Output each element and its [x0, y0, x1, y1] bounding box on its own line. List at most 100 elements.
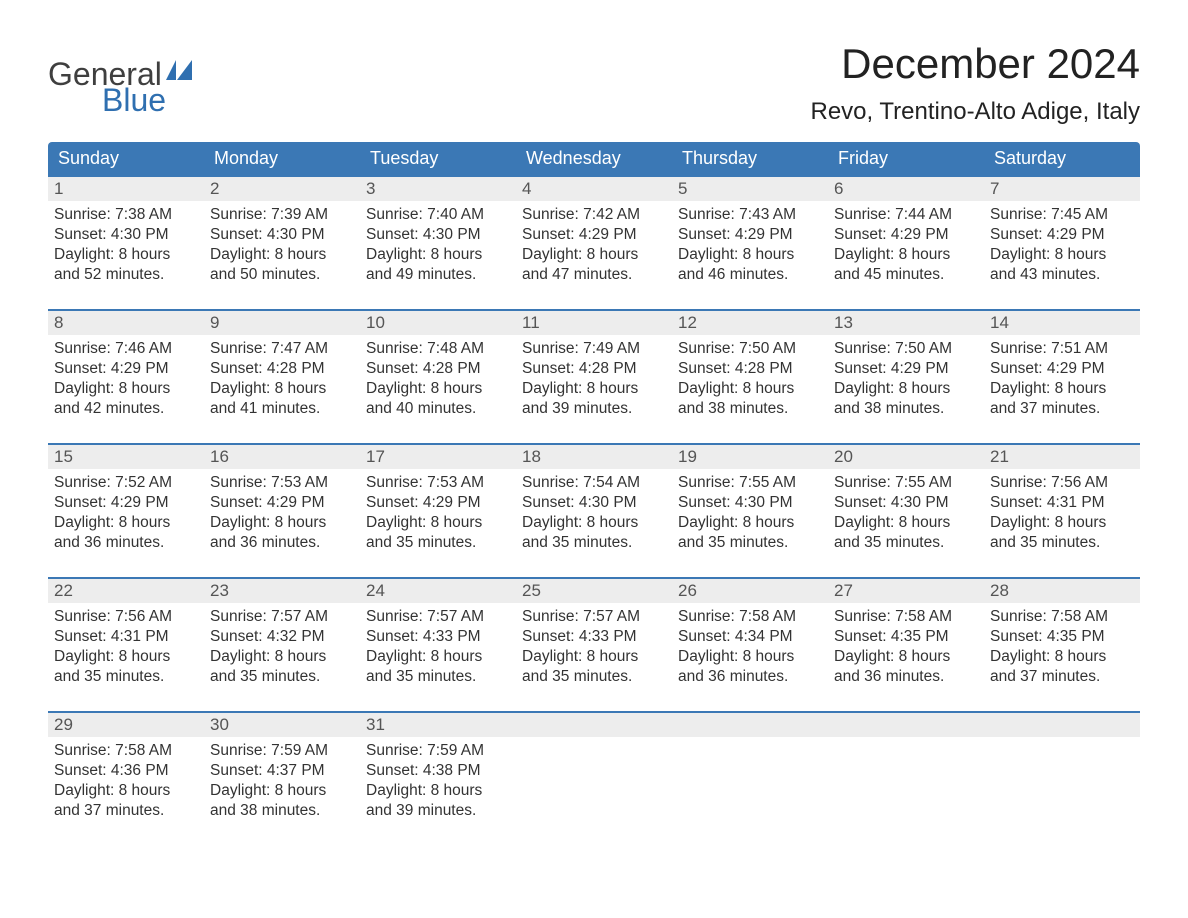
day-number	[672, 713, 828, 737]
sunrise-text: Sunrise: 7:42 AM	[522, 205, 666, 225]
day-number: 15	[48, 445, 204, 469]
day-header: Thursday	[672, 142, 828, 175]
day-cell: 8Sunrise: 7:46 AMSunset: 4:29 PMDaylight…	[48, 311, 204, 431]
day-number: 2	[204, 177, 360, 201]
dl1-text: Daylight: 8 hours	[366, 781, 510, 801]
day-cell: 15Sunrise: 7:52 AMSunset: 4:29 PMDayligh…	[48, 445, 204, 565]
sunset-text: Sunset: 4:34 PM	[678, 627, 822, 647]
dl2-text: and 46 minutes.	[678, 265, 822, 285]
sunset-text: Sunset: 4:30 PM	[522, 493, 666, 513]
dl1-text: Daylight: 8 hours	[834, 245, 978, 265]
location-subtitle: Revo, Trentino-Alto Adige, Italy	[810, 98, 1140, 126]
sunrise-text: Sunrise: 7:53 AM	[366, 473, 510, 493]
dl1-text: Daylight: 8 hours	[54, 245, 198, 265]
day-number: 19	[672, 445, 828, 469]
day-content: Sunrise: 7:48 AMSunset: 4:28 PMDaylight:…	[360, 335, 516, 420]
dl2-text: and 38 minutes.	[834, 399, 978, 419]
day-content: Sunrise: 7:50 AMSunset: 4:29 PMDaylight:…	[828, 335, 984, 420]
day-header: Friday	[828, 142, 984, 175]
day-number: 12	[672, 311, 828, 335]
day-number	[516, 713, 672, 737]
dl1-text: Daylight: 8 hours	[678, 245, 822, 265]
day-number: 29	[48, 713, 204, 737]
dl1-text: Daylight: 8 hours	[834, 513, 978, 533]
day-content: Sunrise: 7:47 AMSunset: 4:28 PMDaylight:…	[204, 335, 360, 420]
day-content: Sunrise: 7:39 AMSunset: 4:30 PMDaylight:…	[204, 201, 360, 286]
day-content: Sunrise: 7:53 AMSunset: 4:29 PMDaylight:…	[360, 469, 516, 554]
dl1-text: Daylight: 8 hours	[990, 379, 1134, 399]
sunrise-text: Sunrise: 7:43 AM	[678, 205, 822, 225]
dl1-text: Daylight: 8 hours	[366, 379, 510, 399]
sunrise-text: Sunrise: 7:56 AM	[54, 607, 198, 627]
sunrise-text: Sunrise: 7:44 AM	[834, 205, 978, 225]
day-number: 30	[204, 713, 360, 737]
day-cell	[516, 713, 672, 833]
calendar-grid: SundayMondayTuesdayWednesdayThursdayFrid…	[48, 142, 1140, 833]
dl2-text: and 35 minutes.	[54, 667, 198, 687]
sunrise-text: Sunrise: 7:57 AM	[210, 607, 354, 627]
day-content: Sunrise: 7:55 AMSunset: 4:30 PMDaylight:…	[828, 469, 984, 554]
day-number: 3	[360, 177, 516, 201]
day-cell: 10Sunrise: 7:48 AMSunset: 4:28 PMDayligh…	[360, 311, 516, 431]
day-cell: 22Sunrise: 7:56 AMSunset: 4:31 PMDayligh…	[48, 579, 204, 699]
day-number: 28	[984, 579, 1140, 603]
day-number: 27	[828, 579, 984, 603]
sunset-text: Sunset: 4:29 PM	[210, 493, 354, 513]
day-cell: 28Sunrise: 7:58 AMSunset: 4:35 PMDayligh…	[984, 579, 1140, 699]
sunrise-text: Sunrise: 7:47 AM	[210, 339, 354, 359]
sunset-text: Sunset: 4:29 PM	[366, 493, 510, 513]
day-content: Sunrise: 7:40 AMSunset: 4:30 PMDaylight:…	[360, 201, 516, 286]
sunset-text: Sunset: 4:28 PM	[678, 359, 822, 379]
sunrise-text: Sunrise: 7:54 AM	[522, 473, 666, 493]
day-cell: 23Sunrise: 7:57 AMSunset: 4:32 PMDayligh…	[204, 579, 360, 699]
day-content: Sunrise: 7:58 AMSunset: 4:35 PMDaylight:…	[828, 603, 984, 688]
brand-logo: General Blue	[48, 58, 196, 116]
day-number: 23	[204, 579, 360, 603]
day-number: 18	[516, 445, 672, 469]
day-header-row: SundayMondayTuesdayWednesdayThursdayFrid…	[48, 142, 1140, 175]
day-number: 21	[984, 445, 1140, 469]
day-cell: 6Sunrise: 7:44 AMSunset: 4:29 PMDaylight…	[828, 177, 984, 297]
dl1-text: Daylight: 8 hours	[834, 647, 978, 667]
day-header: Monday	[204, 142, 360, 175]
day-cell: 3Sunrise: 7:40 AMSunset: 4:30 PMDaylight…	[360, 177, 516, 297]
day-cell: 25Sunrise: 7:57 AMSunset: 4:33 PMDayligh…	[516, 579, 672, 699]
sunrise-text: Sunrise: 7:52 AM	[54, 473, 198, 493]
dl2-text: and 36 minutes.	[834, 667, 978, 687]
week-row: 29Sunrise: 7:58 AMSunset: 4:36 PMDayligh…	[48, 711, 1140, 833]
day-content: Sunrise: 7:42 AMSunset: 4:29 PMDaylight:…	[516, 201, 672, 286]
sunset-text: Sunset: 4:29 PM	[54, 493, 198, 513]
dl2-text: and 45 minutes.	[834, 265, 978, 285]
sunset-text: Sunset: 4:33 PM	[522, 627, 666, 647]
day-header: Saturday	[984, 142, 1140, 175]
sunset-text: Sunset: 4:28 PM	[522, 359, 666, 379]
day-number: 22	[48, 579, 204, 603]
dl1-text: Daylight: 8 hours	[366, 245, 510, 265]
day-number: 1	[48, 177, 204, 201]
day-content: Sunrise: 7:51 AMSunset: 4:29 PMDaylight:…	[984, 335, 1140, 420]
day-number: 13	[828, 311, 984, 335]
dl1-text: Daylight: 8 hours	[522, 647, 666, 667]
day-number: 16	[204, 445, 360, 469]
sunset-text: Sunset: 4:36 PM	[54, 761, 198, 781]
day-number: 31	[360, 713, 516, 737]
day-content: Sunrise: 7:57 AMSunset: 4:33 PMDaylight:…	[516, 603, 672, 688]
day-header: Tuesday	[360, 142, 516, 175]
day-content: Sunrise: 7:59 AMSunset: 4:38 PMDaylight:…	[360, 737, 516, 822]
day-number: 26	[672, 579, 828, 603]
dl2-text: and 38 minutes.	[210, 801, 354, 821]
dl1-text: Daylight: 8 hours	[54, 647, 198, 667]
dl1-text: Daylight: 8 hours	[522, 245, 666, 265]
day-header: Sunday	[48, 142, 204, 175]
dl2-text: and 47 minutes.	[522, 265, 666, 285]
day-cell: 2Sunrise: 7:39 AMSunset: 4:30 PMDaylight…	[204, 177, 360, 297]
sunset-text: Sunset: 4:29 PM	[678, 225, 822, 245]
sunrise-text: Sunrise: 7:38 AM	[54, 205, 198, 225]
brand-word2: Blue	[102, 84, 166, 116]
day-cell: 26Sunrise: 7:58 AMSunset: 4:34 PMDayligh…	[672, 579, 828, 699]
dl1-text: Daylight: 8 hours	[54, 379, 198, 399]
dl1-text: Daylight: 8 hours	[210, 647, 354, 667]
dl2-text: and 35 minutes.	[366, 533, 510, 553]
day-number: 11	[516, 311, 672, 335]
day-cell: 11Sunrise: 7:49 AMSunset: 4:28 PMDayligh…	[516, 311, 672, 431]
